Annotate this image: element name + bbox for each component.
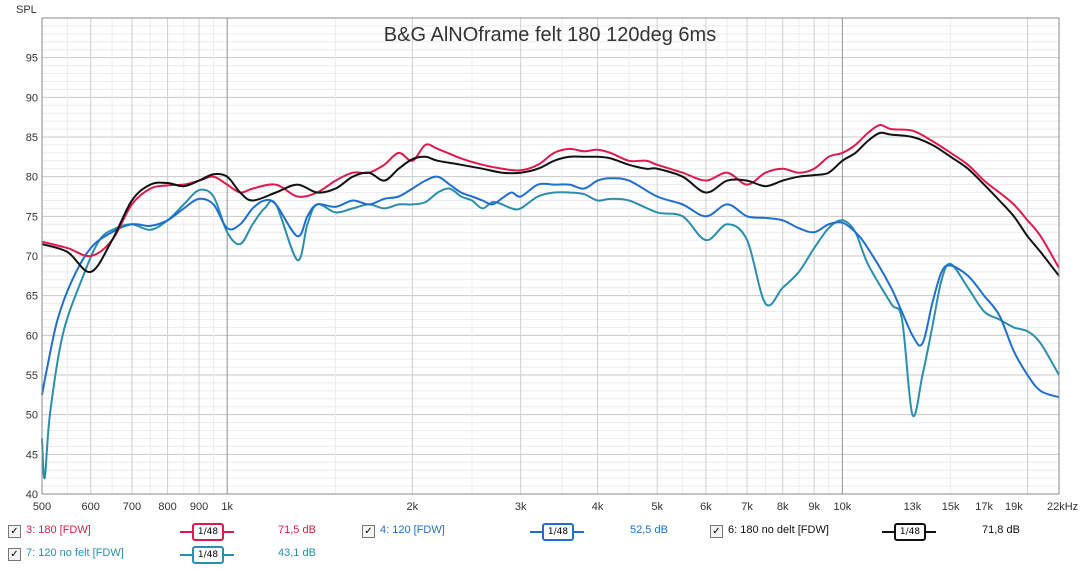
series-1-value: 52,5 dB (630, 524, 668, 536)
x-tick-label: 5k (651, 501, 663, 513)
series-3-checkbox[interactable]: ✓ (8, 548, 21, 561)
x-tick-label: 8k (777, 501, 789, 513)
frequency-response-chart: 40 45 50 55 60 65 70 75 80 85 90 95 500 600 700 800 900 1… (16, 4, 1078, 513)
series-2-smoothing-button[interactable]: 1/48 (882, 522, 936, 541)
series-line-1 (41, 175, 1060, 399)
x-tick-label: 22kHz (1047, 501, 1078, 513)
y-tick-label: 80 (26, 172, 38, 184)
tick-labels: 40 45 50 55 60 65 70 75 80 85 90 95 500 600 700 800 900 1… (26, 53, 1078, 513)
grid (41, 17, 1059, 495)
y-tick-label: 60 (26, 330, 38, 342)
x-tick-label: 900 (190, 501, 208, 513)
x-tick-label: 2k (407, 501, 419, 513)
x-tick-label: 3k (515, 501, 527, 513)
y-tick-label: 70 (26, 251, 38, 263)
y-tick-label: 90 (26, 92, 38, 104)
series-0-checkbox[interactable]: ✓ (8, 525, 21, 538)
series-0-smoothing-label: 1/48 (192, 523, 224, 541)
x-tick-label: 19k (1005, 501, 1023, 513)
series-1-label: 4: 120 [FDW] (380, 524, 445, 536)
legend: ✓ 3: 180 [FDW] 1/48 71,5 dB ✓ 4: 120 [FD… (0, 519, 1080, 570)
x-tick-label: 6k (700, 501, 712, 513)
series-2-label: 6: 180 no delt [FDW] (728, 524, 829, 536)
x-tick-label: 600 (82, 501, 100, 513)
x-tick-label: 4k (592, 501, 604, 513)
y-axis-label: SPL (16, 4, 37, 16)
series-2-value: 71,8 dB (982, 524, 1020, 536)
y-tick-label: 55 (26, 370, 38, 382)
series-3-smoothing-label: 1/48 (192, 546, 224, 564)
plot-border (41, 17, 1060, 495)
series-line-2 (41, 131, 1060, 277)
y-tick-label: 40 (26, 489, 38, 501)
series-2-smoothing-label: 1/48 (894, 523, 926, 541)
series-2-checkbox[interactable]: ✓ (710, 525, 723, 538)
series-0-label: 3: 180 [FDW] (26, 524, 91, 536)
x-tick-label: 500 (33, 501, 51, 513)
y-tick-label: 50 (26, 410, 38, 422)
series-3-smoothing-button[interactable]: 1/48 (180, 545, 234, 564)
series-3-label: 7: 120 no felt [FDW] (26, 547, 124, 559)
y-tick-label: 65 (26, 291, 38, 303)
series-0-smoothing-button[interactable]: 1/48 (180, 522, 234, 541)
y-tick-label: 45 (26, 449, 38, 461)
x-tick-label: 1k (221, 501, 233, 513)
series-0-value: 71,5 dB (278, 524, 316, 536)
x-tick-label: 17k (975, 501, 993, 513)
x-tick-label: 13k (904, 501, 922, 513)
series-layer (41, 124, 1060, 480)
x-tick-label: 15k (942, 501, 960, 513)
x-tick-label: 800 (158, 501, 176, 513)
y-tick-label: 95 (26, 53, 38, 65)
y-tick-label: 85 (26, 132, 38, 144)
series-1-smoothing-button[interactable]: 1/48 (530, 522, 584, 541)
series-line-3 (41, 187, 1060, 480)
series-1-checkbox[interactable]: ✓ (362, 525, 375, 538)
x-tick-label: 7k (741, 501, 753, 513)
y-tick-label: 75 (26, 211, 38, 223)
series-line-0 (41, 124, 1060, 269)
series-1-smoothing-label: 1/48 (542, 523, 574, 541)
x-tick-label: 9k (808, 501, 820, 513)
x-tick-label: 700 (123, 501, 141, 513)
series-3-value: 43,1 dB (278, 547, 316, 559)
x-tick-label: 10k (833, 501, 851, 513)
chart-title: B&G AlNOframe felt 180 120deg 6ms (384, 24, 716, 46)
